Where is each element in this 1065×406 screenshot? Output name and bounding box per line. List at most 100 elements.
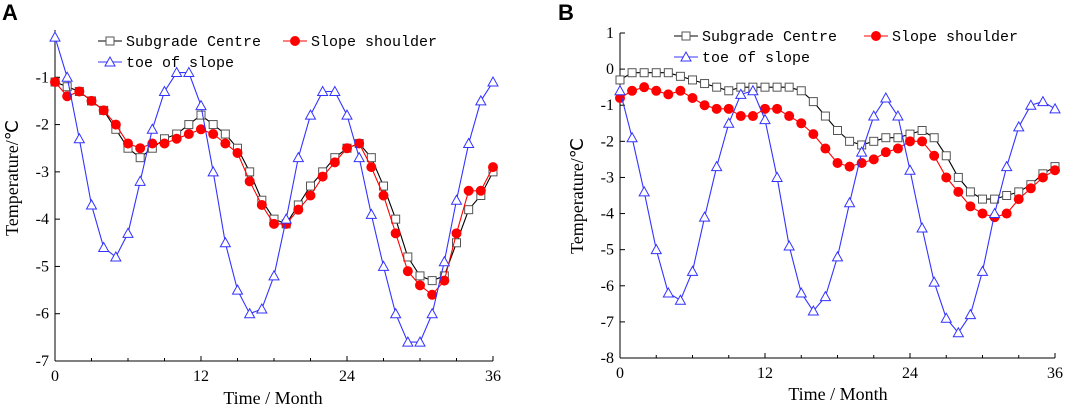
data-point-triangle-b (879, 91, 892, 103)
data-point-circle-a (366, 162, 377, 173)
data-point-square-b (796, 86, 806, 96)
data-point-triangle-b (710, 160, 723, 172)
data-point-square-b (675, 71, 685, 81)
x-tick-label-b: 12 (757, 365, 773, 382)
data-point-square-a (403, 252, 413, 262)
data-point-circle-a (86, 95, 97, 106)
data-point-square-b (772, 82, 782, 92)
data-point-triangle-a (255, 302, 268, 314)
data-point-square-b (845, 136, 855, 146)
data-point-circle-a (220, 138, 231, 149)
data-point-triangle-b (831, 250, 844, 262)
data-point-square-a (208, 120, 218, 130)
data-point-circle-a (415, 280, 425, 291)
data-point-triangle-b (686, 265, 699, 276)
data-point-circle-a (196, 124, 206, 135)
data-point-triangle-b (722, 117, 735, 128)
data-point-triangle-a (487, 75, 499, 87)
x-tick-label-b: 0 (616, 365, 624, 382)
data-point-circle-a (244, 176, 255, 187)
data-point-triangle-a (316, 85, 329, 96)
data-point-triangle-a (182, 66, 195, 78)
data-point-triangle-a (462, 137, 475, 148)
plot-area-a: 0 12 24 36 -7 -6 -5 -4 -3 -2 -1 Subgrade Centre Slop… (36, 30, 501, 385)
data-point-circle-b (953, 186, 964, 197)
data-point-circle-b (1001, 208, 1012, 219)
data-point-circle-b (1037, 172, 1048, 183)
data-point-triangle-b (807, 305, 820, 316)
data-point-circle-a (171, 133, 182, 144)
data-point-square-a (220, 129, 230, 139)
data-point-circle-a (110, 119, 121, 130)
data-point-circle-b (747, 111, 758, 122)
data-point-triangle-a (243, 307, 256, 319)
data-point-triangle-a (219, 236, 232, 248)
data-point-triangle-b (662, 286, 675, 298)
data-point-square-b (893, 133, 903, 143)
data-point-square-a (427, 276, 437, 286)
data-point-triangle-b (771, 171, 783, 182)
data-point-circle-b (699, 100, 710, 111)
data-point-circle-b (1050, 165, 1060, 176)
data-point-square-b (688, 75, 697, 85)
data-point-circle-b (880, 147, 891, 158)
data-point-square-b (881, 133, 891, 143)
data-point-triangle-b (1049, 102, 1061, 114)
data-point-square-b (651, 68, 661, 78)
data-point-triangle-a (414, 336, 426, 347)
series-line-square-a (54, 81, 494, 282)
y-tick-label-a: -5 (36, 258, 49, 275)
y-tick-label-b: -3 (601, 169, 614, 186)
data-point-triangle-b (976, 265, 989, 276)
data-point-square-a (184, 120, 194, 130)
data-point-square-a (62, 82, 72, 92)
x-tick-label-b: 24 (902, 365, 918, 382)
data-point-triangle-a (438, 255, 451, 267)
data-point-triangle-b (867, 110, 880, 121)
data-point-circle-a (135, 143, 146, 154)
data-point-triangle-b (626, 131, 638, 143)
data-point-circle-b (1025, 183, 1036, 194)
legend-label-a: Slope shoulder (311, 34, 437, 51)
data-point-triangle-a (268, 269, 280, 281)
data-point-circle-a (378, 190, 389, 201)
data-point-triangle-a (49, 31, 61, 42)
data-point-circle-b (832, 158, 843, 168)
data-point-square-a (415, 271, 425, 281)
data-point-triangle-b (988, 207, 1001, 219)
data-point-square-b (833, 126, 842, 135)
y-tick-label-a: -1 (36, 69, 49, 86)
data-point-circle-a (402, 266, 413, 277)
data-point-triangle-a (122, 227, 134, 238)
data-point-triangle-a (474, 94, 487, 106)
y-tick-label-a: -2 (36, 117, 49, 134)
data-point-triangle-b (843, 196, 856, 208)
data-point-circle-b (627, 85, 638, 96)
data-point-triangle-b (1000, 160, 1013, 172)
y-tick-label-b: -1 (601, 97, 614, 114)
data-point-triangle-b (674, 294, 687, 305)
data-point-square-b (808, 97, 818, 107)
data-point-circle-a (232, 147, 243, 158)
data-point-circle-a (342, 143, 352, 154)
panel-b: B 0 12 24 36 -8 -7 -6 -5 -4 -3 -2 -1 0 1 Subgrade Cent… (558, 0, 1063, 404)
legend-marker-b (680, 50, 692, 62)
data-point-triangle-b (734, 88, 747, 99)
data-point-circle-a (317, 171, 328, 182)
x-tick-label-b: 36 (1047, 365, 1063, 382)
data-point-triangle-a (389, 307, 402, 319)
data-point-triangle-a (377, 260, 390, 271)
data-point-circle-b (772, 103, 783, 114)
legend-marker-a (104, 55, 116, 67)
data-point-circle-a (488, 162, 498, 173)
legend-label-b: toe of slope (702, 50, 810, 67)
data-point-triangle-b (940, 312, 953, 323)
data-point-triangle-a (207, 165, 220, 177)
y-tick-label-b: -5 (601, 242, 614, 259)
y-axis-label-b: Temperature/℃ (567, 138, 587, 254)
data-point-square-b (615, 75, 625, 85)
data-point-circle-b (651, 85, 662, 96)
data-point-circle-a (208, 129, 219, 140)
data-point-triangle-b (904, 164, 916, 175)
